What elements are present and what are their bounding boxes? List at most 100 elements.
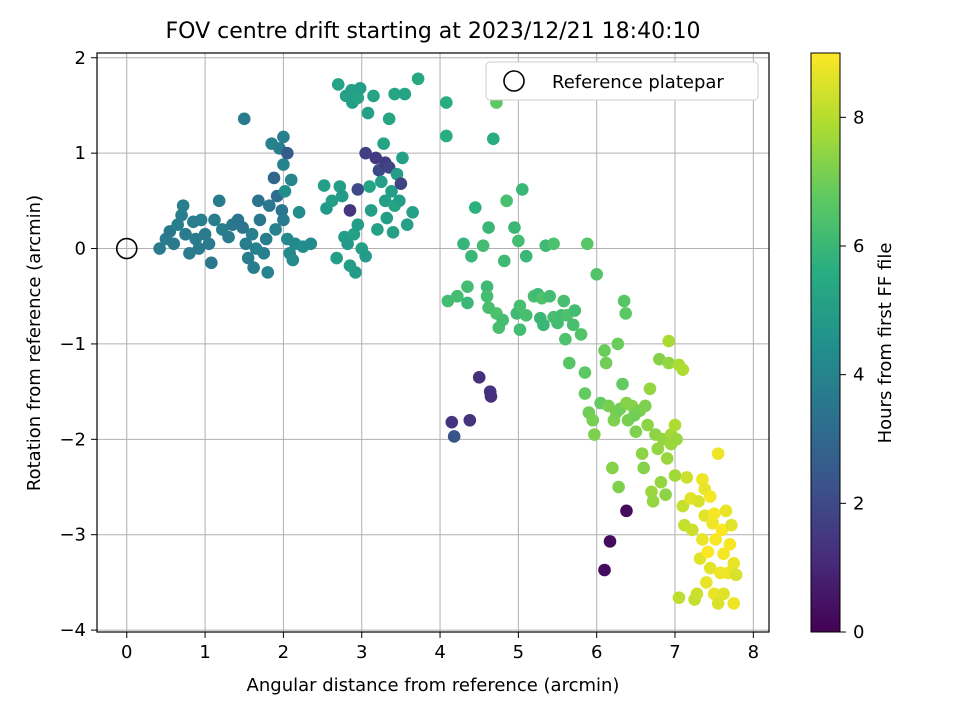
data-point <box>519 309 533 322</box>
data-point <box>205 256 218 270</box>
data-point <box>645 485 658 499</box>
data-point <box>175 208 188 222</box>
data-point <box>259 232 273 246</box>
x-axis-label: Angular distance from reference (arcmin) <box>247 675 620 696</box>
data-point <box>659 488 672 501</box>
data-point <box>476 239 490 252</box>
data-point <box>463 413 477 427</box>
data-point <box>537 318 550 332</box>
data-point <box>153 242 166 255</box>
data-point <box>574 328 588 341</box>
data-point <box>617 294 631 308</box>
data-point <box>378 194 392 208</box>
colorbar-tick-label: 0 <box>853 622 864 643</box>
data-point <box>351 183 365 196</box>
data-point <box>461 280 474 293</box>
data-point <box>400 218 414 231</box>
data-point <box>484 390 498 403</box>
data-point <box>335 189 349 203</box>
plot-area <box>96 52 770 633</box>
data-point <box>643 382 657 396</box>
data-point <box>711 597 725 610</box>
data-point <box>543 289 556 303</box>
data-point <box>304 237 318 251</box>
data-point <box>179 227 192 241</box>
data-point <box>441 294 455 308</box>
data-point <box>353 81 367 95</box>
data-point <box>396 151 409 165</box>
data-point <box>390 167 404 181</box>
colorbar-tick-label: 8 <box>853 107 864 128</box>
colorbar-tick-label: 4 <box>853 365 864 386</box>
data-point <box>487 132 500 146</box>
data-point <box>727 557 741 570</box>
data-point <box>692 495 705 508</box>
data-point <box>241 251 255 265</box>
data-point <box>286 253 300 267</box>
data-point <box>706 516 719 530</box>
data-point <box>562 356 576 370</box>
data-point <box>508 221 521 234</box>
data-point <box>382 112 396 126</box>
data-point <box>450 289 464 303</box>
data-point <box>253 213 267 227</box>
data-point <box>292 205 306 219</box>
data-point <box>616 377 629 391</box>
data-point <box>662 334 676 348</box>
data-point <box>646 495 660 508</box>
data-point <box>619 307 632 320</box>
data-point <box>440 129 453 143</box>
data-point <box>347 227 361 241</box>
data-point <box>588 428 601 441</box>
data-point <box>700 576 713 589</box>
data-point <box>701 545 715 559</box>
data-point <box>325 194 339 208</box>
data-point <box>202 237 216 251</box>
data-point <box>612 480 625 494</box>
data-point <box>331 78 345 91</box>
y-tick-label: −4 <box>59 620 86 641</box>
data-point <box>696 533 709 546</box>
data-point <box>603 535 617 548</box>
data-point <box>245 227 259 241</box>
data-point <box>580 237 594 251</box>
scatter-points <box>153 72 743 610</box>
data-point <box>578 366 592 379</box>
data-point <box>341 237 354 251</box>
data-point <box>676 499 690 513</box>
data-point <box>654 475 668 489</box>
data-point <box>497 254 511 268</box>
data-point <box>668 469 682 482</box>
data-point <box>349 266 362 279</box>
data-point <box>275 204 289 217</box>
y-tick-label: 2 <box>75 48 86 69</box>
data-point <box>194 213 208 227</box>
y-tick-label: −2 <box>59 429 86 450</box>
data-point <box>445 415 459 429</box>
data-point <box>620 504 633 518</box>
data-point <box>237 112 251 126</box>
data-point <box>578 387 592 400</box>
legend-box <box>485 61 759 101</box>
data-point <box>698 509 712 522</box>
data-point <box>566 318 580 332</box>
data-point <box>263 199 276 212</box>
data-point <box>513 323 527 336</box>
data-point <box>519 249 533 263</box>
data-point <box>598 563 611 577</box>
chart-title: FOV centre drift starting at 2023/12/21 … <box>166 19 701 44</box>
data-point <box>635 447 649 460</box>
data-point <box>717 547 730 561</box>
data-point <box>711 447 725 460</box>
data-point <box>333 180 347 193</box>
data-point <box>586 413 600 427</box>
data-point <box>515 183 529 196</box>
data-point <box>208 213 221 227</box>
data-point <box>719 504 733 518</box>
data-point <box>411 72 425 86</box>
data-point <box>465 249 478 263</box>
x-tick-label: 6 <box>591 642 602 663</box>
data-point <box>281 146 294 160</box>
data-point <box>330 251 343 265</box>
